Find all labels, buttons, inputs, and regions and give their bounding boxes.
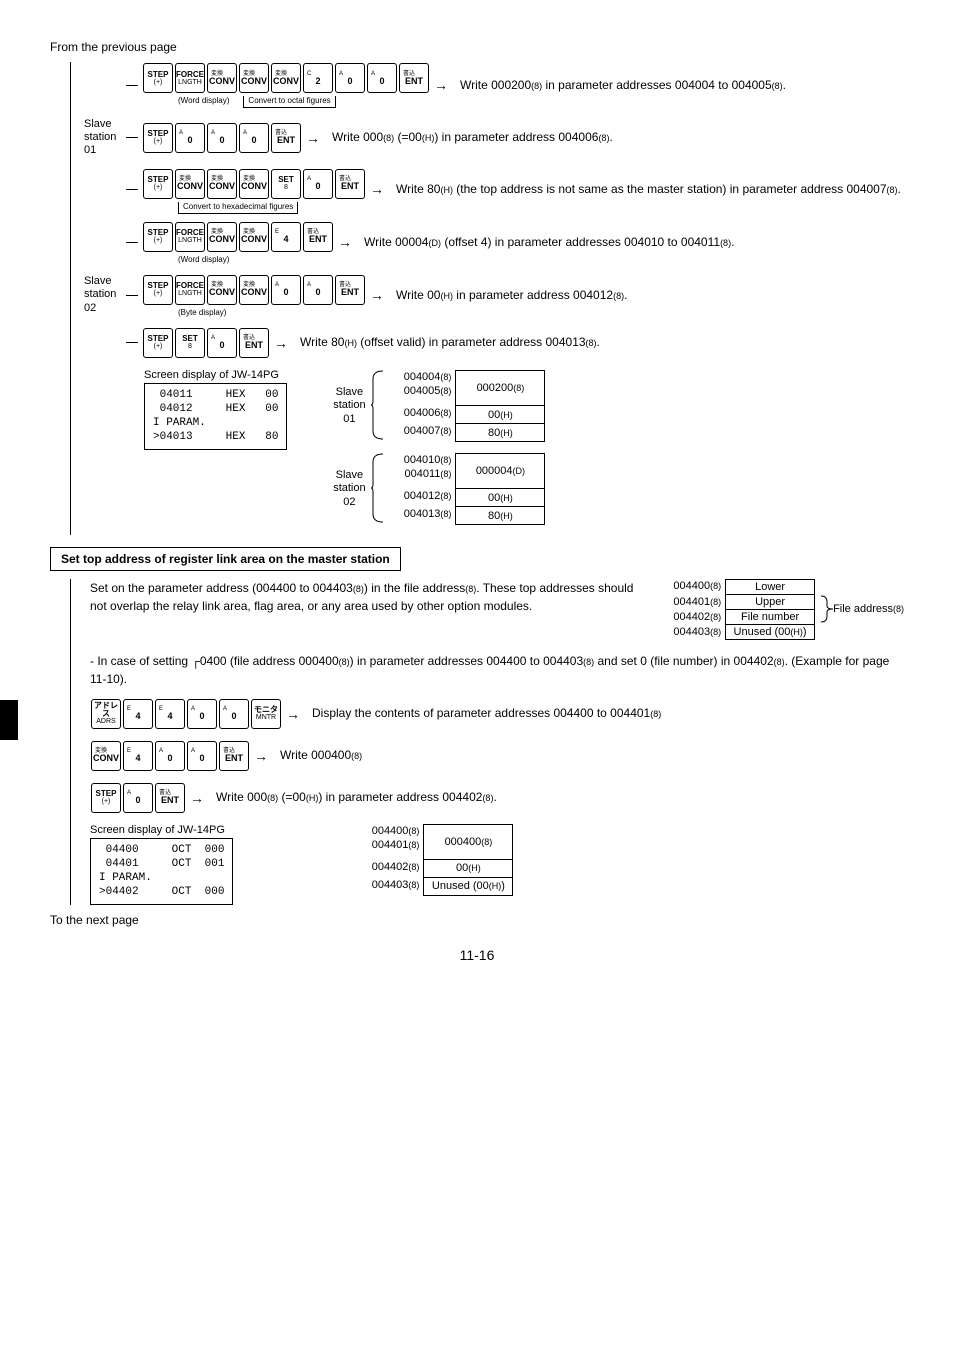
station-label-02: Slave station 02 (84, 275, 126, 315)
key-button: A0 (335, 63, 365, 93)
key-button: A0 (187, 741, 217, 771)
note-word-display-2: (Word display) (178, 255, 334, 264)
file-address-label: File address(8) (833, 603, 904, 615)
key-button: 書込ENT (335, 275, 365, 305)
key-button: STEP(+) (143, 275, 173, 305)
arrow-icon: → (434, 77, 448, 93)
screen-display-1: Screen display of JW-14PG 04011 HEX 00 0… (144, 369, 287, 450)
key-button: FORCELNGTH (175, 275, 205, 305)
key-button: 変換CONV (239, 222, 269, 252)
key-button: アドレスADRS (91, 699, 121, 729)
station-label-01: Slave station 01 (84, 118, 126, 158)
desc-r5: Write 00(H) in parameter address 004012(… (396, 287, 627, 304)
page-number: 11-16 (50, 947, 904, 963)
key-button: STEP(+) (143, 222, 173, 252)
desc-r1: Write 000200(8) in parameter addresses 0… (460, 77, 786, 94)
arrow-icon: → (190, 790, 204, 806)
key-button: 変換CONV (207, 63, 237, 93)
key-button: E4 (271, 222, 301, 252)
key-button: モニタMNTR (251, 699, 281, 729)
step-row-3: STEP(+)変換CONV変換CONV変換CONVSET8A0書込ENT Con… (84, 168, 904, 211)
section2-note: - In case of setting ┌0400 (file address… (90, 652, 904, 688)
key-button: 書込ENT (271, 123, 301, 153)
arrow-icon: → (370, 181, 384, 197)
desc-r2: Write 000(8) (=00(H)) in parameter addre… (332, 129, 613, 146)
step-row-7: アドレスADRSE4E4A0A0モニタMNTR → Display the co… (90, 698, 904, 730)
key-button: 変換CONV (175, 169, 205, 199)
key-button: 書込ENT (303, 222, 333, 252)
note-convert-octal: Convert to octal figures (243, 96, 335, 108)
key-button: A0 (175, 123, 205, 153)
note-byte-display: (Byte display) (178, 308, 366, 317)
side-tab (0, 700, 18, 740)
key-button: 書込ENT (219, 741, 249, 771)
arrow-icon: → (370, 287, 384, 303)
key-button: A0 (207, 328, 237, 358)
desc-r6: Write 80(H) (offset valid) in parameter … (300, 334, 600, 351)
step-row-5: Slave station 02 STEP(+)FORCELNGTH変換CONV… (84, 274, 904, 317)
key-button: A0 (155, 741, 185, 771)
key-button: STEP(+) (143, 63, 173, 93)
desc-r7: Display the contents of parameter addres… (312, 705, 661, 722)
desc-r3: Write 80(H) (the top address is not same… (396, 181, 901, 198)
key-button: 書込ENT (239, 328, 269, 358)
key-button: 変換CONV (207, 222, 237, 252)
memory-table-2: 004400(8)004401(8)000400(8)004402(8)00(H… (353, 824, 513, 896)
memory-table-1: Slavestation01004004(8)004005(8)000200(8… (327, 369, 545, 535)
step-row-4: STEP(+)FORCELNGTH変換CONV変換CONVE4書込ENT (Wo… (84, 221, 904, 264)
step-row-2: Slave station 01 STEP(+)A0A0A0書込ENT → Wr… (84, 118, 904, 158)
note-convert-hex: Convert to hexadecimal figures (178, 202, 298, 214)
key-button: 変換CONV (207, 275, 237, 305)
key-button: STEP(+) (143, 169, 173, 199)
key-button: 変換CONV (207, 169, 237, 199)
desc-r8: Write 000400(8) (280, 747, 362, 764)
key-button: 変換CONV (239, 275, 269, 305)
key-button: A0 (207, 123, 237, 153)
key-button: 書込ENT (399, 63, 429, 93)
key-button: 変換CONV (239, 169, 269, 199)
key-button: STEP(+) (143, 123, 173, 153)
key-button: 変換CONV (91, 741, 121, 771)
key-button: 書込ENT (155, 783, 185, 813)
key-button: E4 (123, 741, 153, 771)
key-button: 書込ENT (335, 169, 365, 199)
key-button: C2 (303, 63, 333, 93)
address-structure-table: 004400(8)Lower004401(8)Upper004402(8)Fil… (655, 579, 815, 640)
step-row-1: STEP(+)FORCELNGTH変換CONV変換CONV変換CONVC2A0A… (84, 62, 904, 108)
arrow-icon: → (274, 335, 288, 351)
key-button: A0 (219, 699, 249, 729)
desc-r9: Write 000(8) (=00(H)) in parameter addre… (216, 789, 497, 806)
section2-paragraph: Set on the parameter address (004400 to … (90, 579, 635, 615)
step-row-9: STEP(+)A0書込ENT → Write 000(8) (=00(H)) i… (90, 782, 904, 814)
key-button: FORCELNGTH (175, 222, 205, 252)
header-text: From the previous page (50, 40, 904, 54)
key-button: E4 (155, 699, 185, 729)
footer-text: To the next page (50, 913, 904, 927)
section-header-register-link: Set top address of register link area on… (50, 547, 401, 571)
key-button: STEP(+) (143, 328, 173, 358)
arrow-icon: → (306, 130, 320, 146)
key-button: STEP(+) (91, 783, 121, 813)
note-word-display: (Word display) (178, 96, 229, 108)
key-button: E4 (123, 699, 153, 729)
step-row-8: 変換CONVE4A0A0書込ENT → Write 000400(8) (90, 740, 904, 772)
key-button: SET8 (271, 169, 301, 199)
key-button: A0 (367, 63, 397, 93)
arrow-icon: → (338, 234, 352, 250)
key-button: A0 (187, 699, 217, 729)
key-button: 変換CONV (271, 63, 301, 93)
key-button: A0 (123, 783, 153, 813)
arrow-icon: → (254, 748, 268, 764)
key-button: SET8 (175, 328, 205, 358)
key-button: A0 (271, 275, 301, 305)
key-button: A0 (303, 169, 333, 199)
arrow-icon: → (286, 706, 300, 722)
key-button: FORCELNGTH (175, 63, 205, 93)
key-button: A0 (303, 275, 333, 305)
desc-r4: Write 00004(D) (offset 4) in parameter a… (364, 234, 734, 251)
screen-display-2: Screen display of JW-14PG 04400 OCT 000 … (90, 824, 233, 905)
key-button: 変換CONV (239, 63, 269, 93)
step-row-6: STEP(+)SET8A0書込ENT → Write 80(H) (offset… (84, 327, 904, 359)
key-button: A0 (239, 123, 269, 153)
